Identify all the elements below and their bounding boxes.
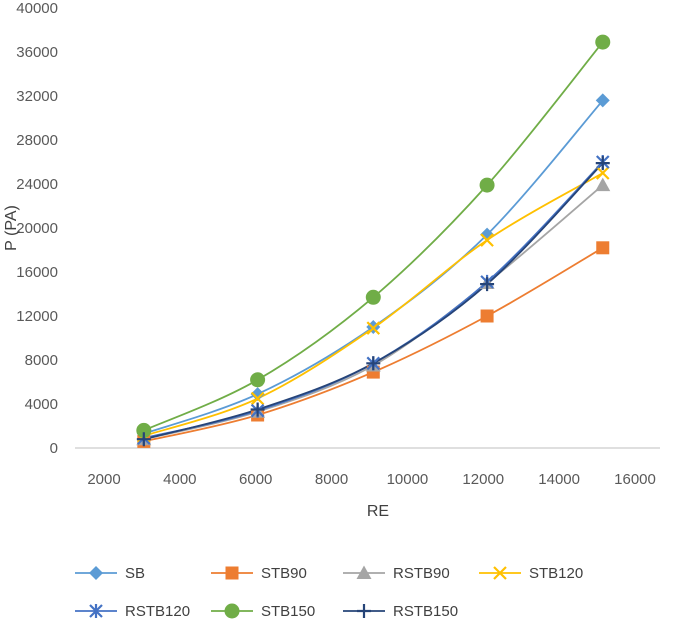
legend-label: STB120 [529, 565, 583, 582]
y-tick-label: 12000 [16, 308, 58, 325]
data-point-stb90 [480, 309, 494, 323]
series-markers [136, 34, 611, 448]
x-tick-labels: 2000 4000 6000 8000 10000 12000 14000 16000 [87, 471, 656, 488]
y-tick-label: 0 [50, 440, 58, 457]
y-tick-label: 32000 [16, 88, 58, 105]
data-point-stb150 [595, 34, 611, 50]
legend-marker [224, 603, 240, 619]
x-tick-label: 16000 [614, 471, 656, 488]
data-point-rstb150 [595, 156, 610, 171]
y-tick-label: 4000 [25, 396, 58, 413]
y-tick-label: 40000 [16, 0, 58, 17]
y-tick-label: 24000 [16, 176, 58, 193]
data-point-rstb150 [366, 356, 381, 371]
y-tick-labels: 0 4000 8000 12000 16000 20000 24000 28000 32000 3… [16, 0, 58, 457]
data-point-stb150 [365, 289, 381, 305]
x-tick-label: 2000 [87, 471, 120, 488]
legend-item-rstb90: RSTB90 [343, 565, 450, 582]
legend-label: RSTB120 [125, 603, 190, 620]
x-tick-label: 4000 [163, 471, 196, 488]
y-axis-title: P (PA) [3, 205, 20, 251]
legend-item-stb150: STB150 [211, 603, 315, 620]
x-tick-label: 12000 [462, 471, 504, 488]
legend-label: STB90 [261, 565, 307, 582]
data-point-sb [250, 387, 265, 402]
x-tick-label: 14000 [538, 471, 580, 488]
data-point-stb120 [250, 391, 265, 406]
legend-item-rstb120: RSTB120 [75, 603, 190, 620]
x-tick-label: 8000 [315, 471, 348, 488]
data-point-stb120 [366, 321, 381, 335]
y-tick-label: 16000 [16, 264, 58, 281]
legend-item-rstb150: RSTB150 [343, 603, 458, 620]
data-point-stb120 [480, 233, 494, 247]
legend-label: RSTB90 [393, 565, 450, 582]
y-tick-label: 28000 [16, 132, 58, 149]
legend-item-sb: SB [75, 565, 145, 582]
legend-label: RSTB150 [393, 603, 458, 620]
data-point-sb [595, 93, 610, 108]
data-point-stb90 [596, 241, 610, 255]
legend-label: SB [125, 565, 145, 582]
data-point-rstb90 [595, 177, 611, 192]
legend-item-stb90: STB90 [211, 565, 307, 582]
legend-marker [357, 604, 371, 618]
legend-marker [89, 566, 103, 580]
x-tick-label: 10000 [387, 471, 429, 488]
legend-marker [225, 566, 239, 580]
x-tick-label: 6000 [239, 471, 272, 488]
data-point-stb150 [136, 422, 152, 438]
data-point-stb150 [250, 372, 266, 388]
y-tick-label: 36000 [16, 44, 58, 61]
y-tick-label: 20000 [16, 220, 58, 237]
series-lines [143, 41, 604, 443]
data-point-stb150 [479, 177, 495, 193]
data-point-rstb150 [136, 432, 151, 447]
y-tick-label: 8000 [25, 352, 58, 369]
legend-label: STB150 [261, 603, 315, 620]
data-point-rstb150 [480, 277, 495, 292]
data-point-rstb150 [250, 402, 265, 417]
legend-item-stb120: STB120 [479, 565, 583, 582]
x-axis-title: RE [367, 503, 389, 520]
legend: SB STB90 RSTB90 STB120 RSTB120 STB150 RSTB150 [75, 565, 583, 620]
legend-marker [89, 604, 103, 618]
series-line-sb [143, 99, 604, 435]
data-point-stb120 [595, 166, 610, 180]
legend-marker [356, 565, 372, 579]
legend-marker [493, 566, 507, 580]
